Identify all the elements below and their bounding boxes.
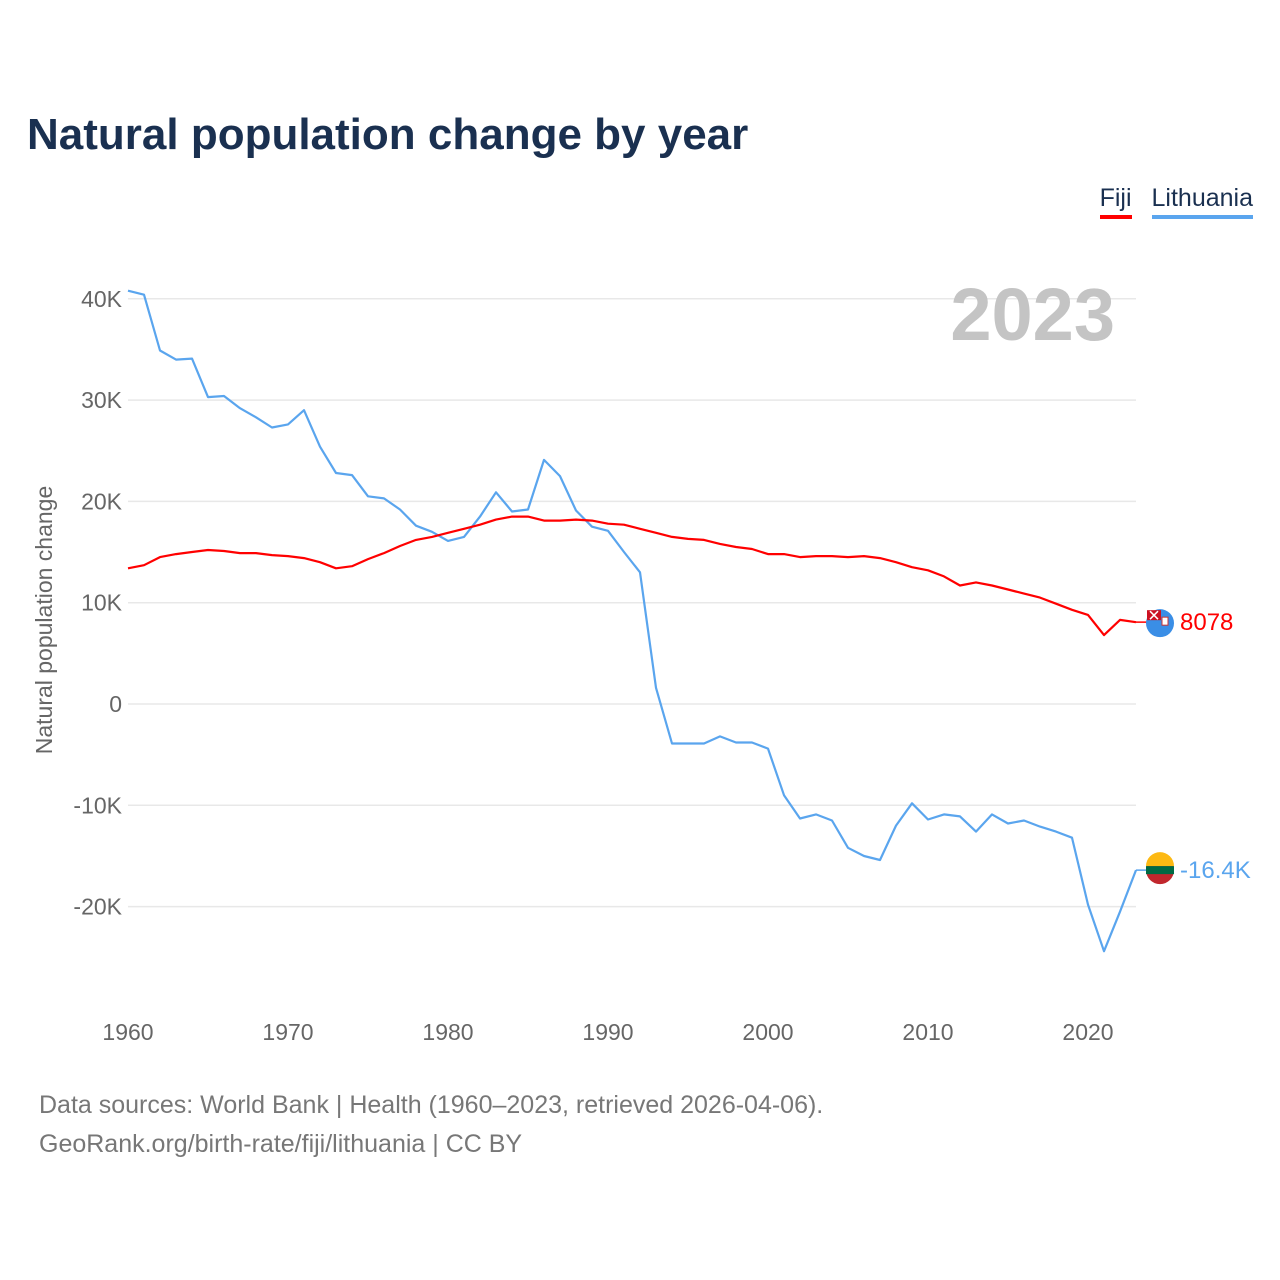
- x-tick-label: 1990: [582, 1019, 633, 1045]
- y-tick-label: 40K: [81, 286, 123, 312]
- y-tick-label: 30K: [81, 387, 123, 413]
- legend-item-lithuania[interactable]: Lithuania: [1151, 184, 1253, 219]
- end-value-label: 8078: [1180, 609, 1233, 636]
- x-tick-label: 2000: [742, 1019, 793, 1045]
- legend: Fiji Lithuania: [1099, 184, 1253, 219]
- year-label: 2023: [950, 273, 1115, 356]
- y-tick-label: -20K: [73, 894, 122, 920]
- y-tick-label: 0: [109, 691, 122, 717]
- flag-marker-lithuania: [1146, 852, 1174, 885]
- x-tick-label: 2020: [1062, 1019, 1113, 1045]
- data-source: Data sources: World Bank | Health (1960–…: [39, 1091, 824, 1119]
- y-tick-label: 20K: [81, 488, 123, 514]
- chart-title: Natural population change by year: [27, 110, 749, 159]
- x-tick-label: 1960: [102, 1019, 153, 1045]
- flag-marker-fiji: [1146, 609, 1174, 638]
- x-tick-label: 1970: [262, 1019, 313, 1045]
- series-line-lithuania: [127, 289, 1138, 953]
- legend-item-fiji[interactable]: Fiji: [1099, 184, 1132, 219]
- x-tick-label: 1980: [422, 1019, 473, 1045]
- line-chart: -20K -10K 0 10K 20K 30K 40K 1960 1970 1980 1990 200…: [31, 273, 1251, 1045]
- footer: Data sources: World Bank | Health (1960–…: [39, 1086, 823, 1164]
- series-line-fiji: [127, 515, 1137, 637]
- attribution-link[interactable]: GeoRank.org/birth-rate/fiji/lithuania | …: [39, 1130, 523, 1158]
- y-tick-label: 10K: [81, 590, 123, 616]
- x-tick-label: 2010: [902, 1019, 953, 1045]
- y-tick-label: -10K: [73, 792, 122, 818]
- end-value-label: -16.4K: [1180, 857, 1251, 884]
- y-axis-label: Natural population change: [31, 486, 57, 755]
